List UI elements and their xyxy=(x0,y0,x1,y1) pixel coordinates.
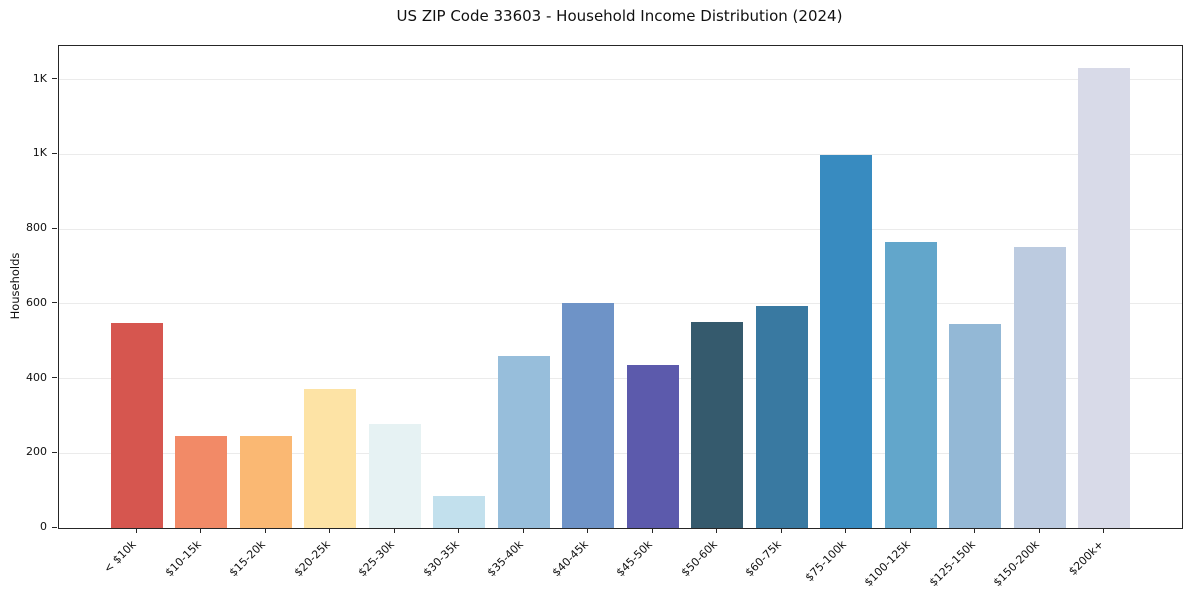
x-tick-label: $200k+ xyxy=(1066,537,1107,578)
gridline xyxy=(59,378,1182,380)
y-tick-label: 1K xyxy=(32,71,47,85)
bar xyxy=(626,364,679,528)
y-tick-mark xyxy=(52,526,57,528)
x-tick-mark xyxy=(200,528,201,533)
bar xyxy=(497,356,550,528)
x-tick-mark xyxy=(780,528,782,533)
y-tick-label: 200 xyxy=(26,445,47,459)
gridline xyxy=(59,303,1182,305)
bar xyxy=(1013,247,1066,528)
gridline xyxy=(59,153,1182,155)
x-tick-mark xyxy=(909,528,911,533)
gridline xyxy=(59,79,1182,81)
x-tick-label: $100-125k xyxy=(861,537,914,590)
bar xyxy=(175,436,227,528)
x-tick-label: $20-25k xyxy=(291,537,333,580)
x-tick-mark xyxy=(651,528,653,533)
x-tick-label: $40-45k xyxy=(549,537,591,580)
x-tick-label: $50-60k xyxy=(678,537,720,580)
x-tick-label: < $10k xyxy=(101,537,140,576)
x-tick-mark xyxy=(845,528,846,533)
x-tick-label: $25-30k xyxy=(355,537,398,580)
y-tick-label: 600 xyxy=(26,295,47,309)
y-tick-label: 800 xyxy=(26,221,47,235)
bar xyxy=(949,323,1001,528)
chart-title: US ZIP Code 33603 - Household Income Dis… xyxy=(396,7,843,25)
y-tick-mark xyxy=(52,377,57,379)
bar xyxy=(691,321,743,528)
bar xyxy=(1078,67,1130,528)
y-tick-label: 0 xyxy=(40,520,47,533)
x-tick-label: $45-50k xyxy=(613,537,656,580)
y-tick-mark xyxy=(52,78,57,80)
bar xyxy=(239,436,292,528)
x-tick-mark xyxy=(264,528,266,533)
x-tick-mark xyxy=(1038,528,1040,533)
y-tick-mark xyxy=(52,302,57,304)
x-tick-label: $10-15k xyxy=(162,537,204,580)
x-tick-mark xyxy=(393,528,395,533)
bar xyxy=(368,423,421,528)
bar xyxy=(110,323,163,528)
x-tick-label: $30-35k xyxy=(420,537,462,580)
y-tick-mark xyxy=(52,152,57,154)
gridline xyxy=(59,452,1182,454)
bar xyxy=(884,242,937,528)
bar xyxy=(433,495,485,528)
x-tick-mark xyxy=(135,528,137,533)
bar xyxy=(562,302,614,528)
x-tick-label: $125-150k xyxy=(926,537,978,590)
x-tick-mark xyxy=(522,528,524,533)
x-tick-mark xyxy=(329,528,330,533)
y-tick-label: 400 xyxy=(26,370,47,384)
plot-area xyxy=(58,45,1183,529)
bar xyxy=(755,306,808,528)
x-tick-label: $15-20k xyxy=(226,537,269,580)
x-tick-mark xyxy=(1103,528,1104,533)
x-tick-label: $150-200k xyxy=(990,537,1043,590)
y-tick-mark xyxy=(52,227,57,229)
x-tick-label: $60-75k xyxy=(742,537,785,580)
y-tick-mark xyxy=(52,451,57,453)
x-tick-mark xyxy=(716,528,717,533)
y-axis-label: Households xyxy=(8,252,22,320)
x-tick-label: $75-100k xyxy=(802,537,849,585)
x-tick-label: $35-40k xyxy=(484,537,527,580)
bar xyxy=(820,155,872,528)
gridline xyxy=(59,228,1182,230)
x-tick-mark xyxy=(974,528,975,533)
y-tick-label: 1K xyxy=(32,146,47,160)
x-tick-mark xyxy=(587,528,588,533)
bar xyxy=(304,388,356,528)
x-tick-mark xyxy=(458,528,459,533)
